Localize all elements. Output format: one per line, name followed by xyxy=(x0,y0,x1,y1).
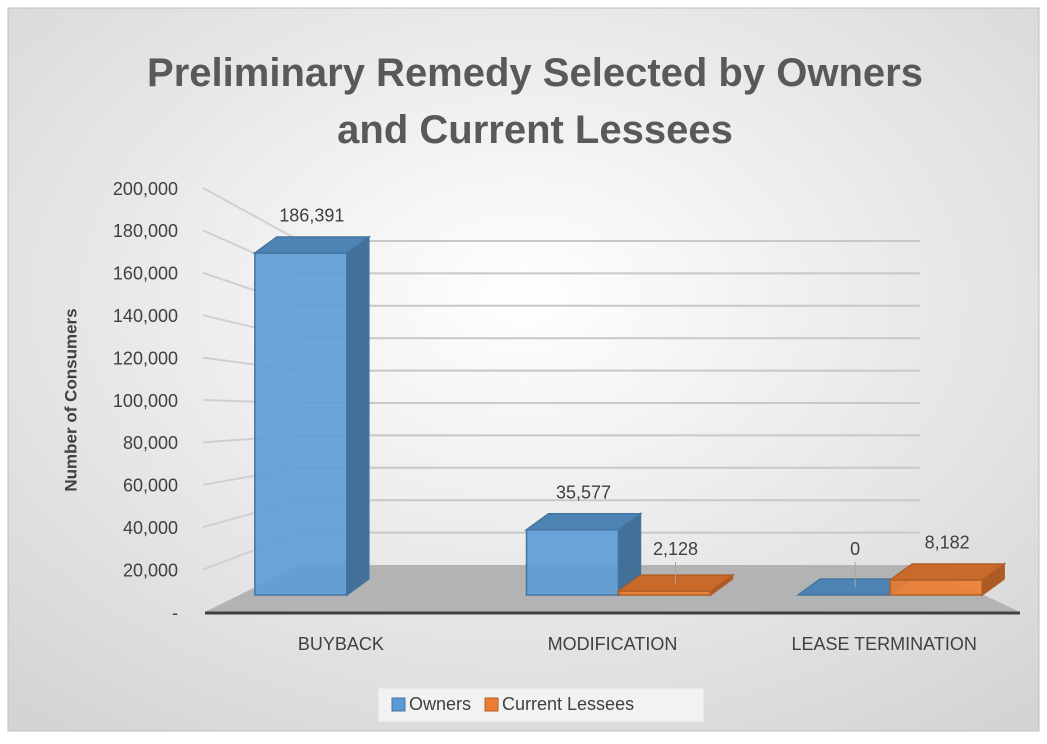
bar-top xyxy=(524,512,643,531)
bar-side xyxy=(346,235,370,597)
x-tick-label: LEASE TERMINATION xyxy=(791,634,976,654)
bar-front xyxy=(889,579,983,596)
bar-top xyxy=(887,563,1007,581)
y-tick-label: 20,000 xyxy=(123,560,178,580)
y-tick-label: 120,000 xyxy=(113,348,178,368)
value-label: 0 xyxy=(850,539,860,559)
chart-title: Preliminary Remedy Selected by Owners and… xyxy=(147,51,923,152)
y-tick-label: 100,000 xyxy=(113,391,178,411)
x-tick-label: MODIFICATION xyxy=(548,634,678,654)
bar-top xyxy=(252,236,372,254)
y-axis-label: Number of Consumers xyxy=(61,308,80,491)
value-label: 8,182 xyxy=(925,533,970,553)
bar-front xyxy=(525,528,620,596)
y-tick-label: 180,000 xyxy=(113,221,178,241)
y-tick-label: 140,000 xyxy=(113,306,178,326)
value-label: 2,128 xyxy=(653,539,698,559)
value-label: 35,577 xyxy=(556,482,611,502)
y-tick-label: 80,000 xyxy=(123,433,178,453)
legend-label: Owners xyxy=(409,694,471,714)
legend-label: Current Lessees xyxy=(502,694,634,714)
legend-swatch xyxy=(484,697,499,712)
y-tick-label: 160,000 xyxy=(113,264,178,284)
y-tick-label: 40,000 xyxy=(123,518,178,538)
y-tick-label: 60,000 xyxy=(123,476,178,496)
x-tick-label: BUYBACK xyxy=(298,634,384,654)
value-label: 186,391 xyxy=(279,206,344,226)
y-tick-label: 200,000 xyxy=(113,179,178,199)
bar-front xyxy=(254,252,348,596)
legend-box xyxy=(377,687,705,723)
y-tick-label: - xyxy=(172,603,178,623)
legend-swatch xyxy=(391,697,406,712)
grid-line xyxy=(202,187,301,242)
